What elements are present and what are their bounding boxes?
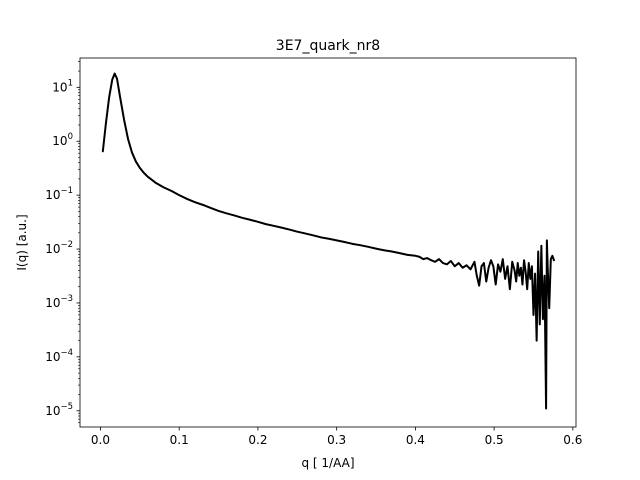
x-tick-label: 0.1 <box>170 433 189 447</box>
y-tick-exponent: −3 <box>60 294 73 304</box>
series-line-0 <box>101 72 555 410</box>
x-tick-label: 0.2 <box>248 433 267 447</box>
y-tick-exponent: −2 <box>60 240 73 250</box>
chart-title: 3E7_quark_nr8 <box>276 38 380 54</box>
x-tick-label: 0.6 <box>563 433 582 447</box>
x-tick-label: 0.5 <box>485 433 504 447</box>
y-tick-exponent: −4 <box>60 348 73 358</box>
y-axis-label: I(q) [a.u.] <box>15 214 29 270</box>
axes-frame <box>79 57 577 428</box>
axes-background <box>80 58 576 427</box>
x-tick-label: 0.0 <box>91 433 110 447</box>
series-layer <box>101 72 555 410</box>
y-tick-exponent: −5 <box>60 402 73 412</box>
y-tick-exponent: −1 <box>60 186 73 196</box>
y-tick-exponent: 0 <box>68 132 73 142</box>
x-axis-ticks: 0.0 0.1 0.2 0.3 0.4 0.5 0.6 <box>91 427 582 447</box>
x-tick-label: 0.3 <box>327 433 346 447</box>
x-axis-label: q [ 1/AA] <box>301 456 354 470</box>
x-tick-label: 0.4 <box>406 433 425 447</box>
y-tick-exponent: 1 <box>68 78 73 88</box>
